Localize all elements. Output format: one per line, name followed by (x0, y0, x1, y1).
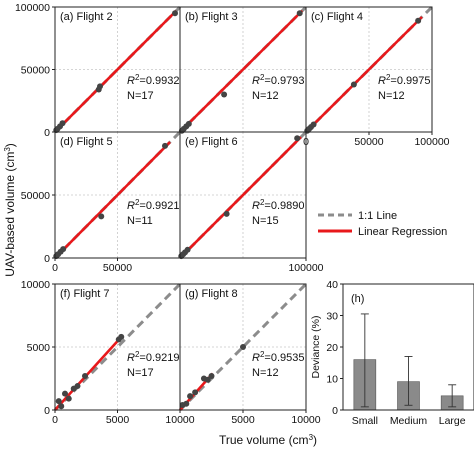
y-tick-label: 50000 (21, 65, 50, 77)
panel-1: (a) Flight 2 R2=0.9932 N=17 0 50000 100000 (15, 2, 182, 139)
data-point (185, 120, 192, 127)
data-point (60, 246, 67, 253)
data-point (187, 393, 194, 400)
data-point (415, 17, 422, 24)
y-tick-label: 0 (44, 405, 50, 417)
data-point (172, 10, 178, 17)
y-tick-label: 0 (44, 253, 50, 265)
regression-line (179, 136, 302, 259)
data-point (350, 81, 357, 88)
y-axis-title: UAV-based volume (cm3) (3, 143, 18, 277)
panel-label: (b) Flight 3 (185, 11, 238, 23)
x-tick-label: Medium (390, 415, 428, 427)
y-tick-label: 0 (44, 127, 50, 139)
regression-line (305, 16, 423, 133)
data-point (65, 395, 72, 402)
x-tick-label: 10000 (165, 414, 194, 426)
regression-line (179, 9, 304, 133)
y-tick-label: 30 (326, 311, 338, 323)
data-point (55, 398, 62, 405)
x-tick-label: 100000 (414, 136, 449, 148)
x-tick-label: 10000 (291, 414, 320, 426)
x-tick-label: 0 (52, 414, 58, 426)
data-point (310, 121, 317, 128)
y-tick-label: 100000 (15, 2, 50, 14)
y-tick-label: 10 (326, 374, 338, 386)
n-label: N=12 (252, 367, 279, 379)
one-to-one-line (178, 282, 308, 412)
y-tick-label: 50000 (21, 190, 50, 202)
x-tick-label: 50000 (354, 136, 383, 148)
r-squared-label: R2=0.9921 (127, 198, 179, 213)
data-point (183, 400, 190, 407)
data-point (162, 142, 168, 149)
data-point (223, 210, 230, 217)
x-tick-label: Large (439, 415, 466, 427)
legend-one-to-one-label: 1:1 Line (358, 210, 397, 222)
regression-line (54, 9, 178, 133)
data-point (204, 376, 211, 383)
regression-line (54, 141, 171, 259)
x-tick-label: 5000 (106, 414, 130, 426)
panel-label: (h) (351, 293, 364, 305)
y-tick-label: 40 (326, 279, 338, 291)
r-squared-label: R2=0.9975 (378, 73, 430, 88)
panel-label: (e) Flight 6 (185, 136, 238, 148)
x-tick-label: 100000 (288, 262, 323, 274)
data-point (240, 344, 246, 350)
r-squared-label: R2=0.9932 (127, 73, 179, 88)
data-point (74, 383, 81, 390)
panel-7: (g) Flight 8 R2=0.9535 N=12 10000 5000 10000 (165, 282, 321, 426)
data-point (97, 83, 103, 90)
x-tick-label: 5000 (231, 414, 255, 426)
r-squared-label: R2=0.9890 (252, 198, 304, 213)
n-label: N=12 (378, 90, 405, 102)
panel-5: (e) Flight 6 R2=0.9890 N=15 100000 (178, 130, 324, 274)
panel-4: (d) Flight 5 R2=0.9921 N=11 0 50000 0 50000 (21, 130, 182, 274)
r-squared-label: R2=0.9219 (127, 350, 179, 365)
y-tick-label: 10000 (21, 279, 50, 291)
panel-frame (179, 131, 307, 259)
panel-6: (f) Flight 7 R2=0.9219 N=17 0 5000 10000 0 5000 (21, 279, 182, 426)
r-squared-label: R2=0.9535 (252, 350, 304, 365)
panel-label: (d) Flight 5 (60, 136, 113, 148)
x-tick-label: 0 (52, 262, 58, 274)
data-point (82, 372, 88, 379)
data-point (192, 389, 199, 396)
data-point (221, 91, 228, 98)
panel-label: (a) Flight 2 (60, 11, 113, 23)
bar-y-axis-label: Deviance (%) (310, 315, 322, 378)
n-label: N=12 (252, 90, 279, 102)
r-squared-label: R2=0.9793 (252, 73, 304, 88)
legend-regression-label: Linear Regression (358, 226, 447, 238)
panel-label: (c) Flight 4 (311, 11, 363, 23)
data-point (294, 135, 301, 142)
data-point (62, 390, 68, 397)
data-point (98, 213, 105, 220)
panel-label: (f) Flight 7 (60, 288, 110, 300)
y-tick-label: 5000 (27, 342, 51, 354)
panel-8: Small Medium Large 0 10 20 30 40 (h) Deviance (%) (310, 279, 474, 427)
data-point (118, 333, 125, 340)
y-tick-label: 0 (332, 405, 338, 417)
n-label: N=17 (127, 90, 154, 102)
n-label: N=17 (127, 367, 154, 379)
panel-label: (g) Flight 8 (185, 288, 238, 300)
data-point (296, 10, 303, 17)
y-tick-label: 20 (326, 342, 338, 354)
n-label: N=15 (252, 215, 279, 227)
panel-2: (b) Flight 3 R2=0.9793 N=12 (178, 5, 308, 134)
x-tick-label: Small (352, 415, 378, 427)
data-point (208, 372, 215, 379)
data-point (59, 120, 66, 127)
x-axis-title: True volume (cm3) (219, 433, 317, 448)
x-tick-label: 50000 (103, 262, 132, 274)
legend: 1:1 Line Linear Regression (318, 210, 447, 238)
data-point (58, 403, 65, 410)
n-label: N=11 (127, 215, 153, 227)
data-point (184, 246, 191, 253)
